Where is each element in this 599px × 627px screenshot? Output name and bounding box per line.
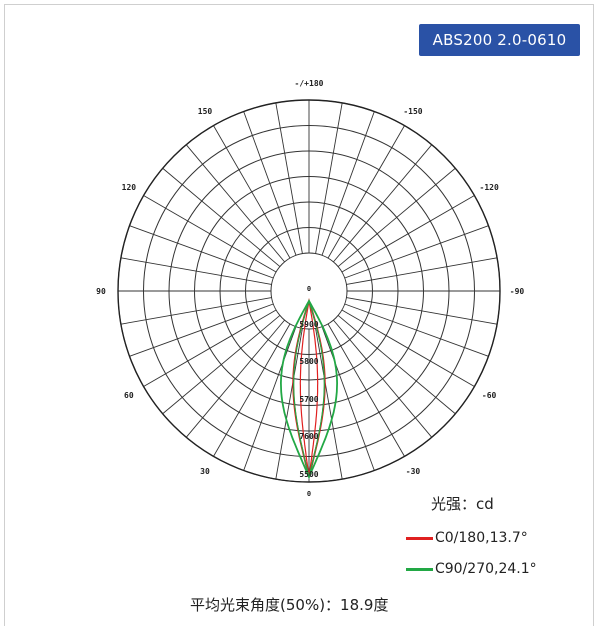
angle-label: 90 [96,287,106,296]
center-label: 0 [307,285,311,293]
polar-labels: -/+180 -150 150 -120 120 -90 90 -60 60 -30 30 0 0 590… [96,79,524,498]
legend-c0: C0/180,13.7° [406,530,528,546]
grid-spoke [143,309,277,387]
angle-label: 30 [200,467,210,476]
legend-c90-swatch [406,567,433,571]
polar-grid [117,99,501,483]
model-badge: ABS200 2.0-0610 [419,24,580,56]
grid-spoke [120,297,272,325]
bottom-label: 0 [307,490,311,498]
radial-value-label: 7600 [299,432,318,441]
legend-c0-swatch [406,536,433,540]
radial-value-label: 5500 [299,470,318,479]
legend-c90: C90/270,24.1° [406,561,537,577]
grid-spoke [341,309,475,387]
grid-spoke [162,315,281,415]
angle-label: -/+180 [295,79,324,88]
angle-label: -150 [403,107,422,116]
angle-label: 60 [124,391,134,400]
angle-label: 120 [122,183,137,192]
grid-spoke [120,257,272,285]
angle-label: -120 [480,183,499,192]
angle-label: -30 [406,467,421,476]
grid-spoke [129,225,274,279]
curve-c90-inner [293,298,325,478]
grid-spoke [327,125,405,259]
grid-spoke [143,195,277,273]
grid-spoke [315,328,343,480]
grid-spoke [337,315,456,415]
grid-spoke [213,323,291,457]
grid-spoke [129,303,274,357]
grid-spoke [341,195,475,273]
average-beam-angle: 平均光束角度(50%)：18.9度 [190,596,389,614]
grid-spoke [275,328,303,480]
radial-value-label: 5800 [299,357,318,366]
grid-spoke [321,326,375,471]
grid-spoke [162,167,281,267]
grid-spoke [346,297,498,325]
legend-c90-label: C90/270,24.1° [435,561,537,577]
angle-label: 150 [198,107,213,116]
legend-c0-label: C0/180,13.7° [435,530,528,546]
angle-label: -60 [482,391,497,400]
grid-spoke [327,323,405,457]
grid-spoke [344,225,489,279]
grid-spoke [346,257,498,285]
grid-spoke [185,144,285,263]
chart-panel [4,4,594,626]
grid-spoke [213,125,291,259]
grid-spoke [185,319,285,438]
unit-label: 光强：cd [431,495,494,513]
grid-spoke [275,102,303,254]
radial-value-label: 5700 [299,395,318,404]
grid-spoke [321,111,375,256]
grid-outer-ring [117,99,501,483]
grid-spoke [243,326,297,471]
grid-spoke [243,111,297,256]
grid-spoke [337,167,456,267]
grid-spoke [333,144,433,263]
grid-spoke [315,102,343,254]
intensity-curves [279,297,339,480]
grid-spoke [344,303,489,357]
angle-label: -90 [510,287,525,296]
radial-value-label: 5900 [299,320,318,329]
grid-spoke [333,319,433,438]
